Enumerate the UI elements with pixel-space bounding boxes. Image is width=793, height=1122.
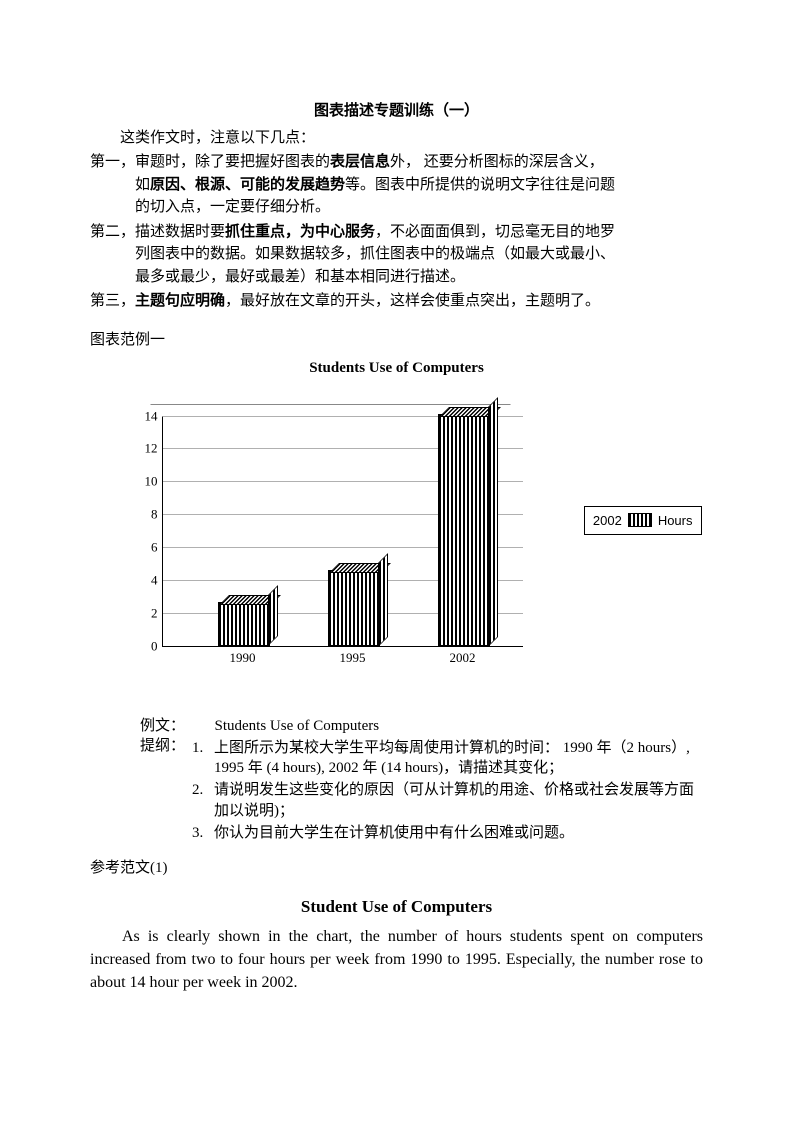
y-tick-label: 6 — [132, 537, 158, 557]
point-2-text-d: 最多或最少，最好或最差）和基本相同进行描述。 — [135, 266, 703, 289]
outline-item: 1.上图所示为某校大学生平均每周使用计算机的时间： 1990 年（2 hours… — [192, 738, 703, 779]
point-1-bold-1: 表层信息 — [330, 154, 390, 170]
point-1-bold-2: 原因、根源、可能的发展趋势 — [150, 177, 345, 193]
x-tick-label: 2002 — [433, 648, 493, 668]
point-2-bold-1: 抓住重点，为中心服务 — [225, 224, 375, 240]
y-tick-label: 10 — [132, 471, 158, 491]
bar-side-face — [268, 585, 278, 646]
y-tick-label: 14 — [132, 406, 158, 426]
chart-legend: 2002 Hours — [584, 506, 702, 536]
x-tick-label: 1990 — [213, 648, 273, 668]
outline-item: 3.你认为目前大学生在计算机使用中有什么困难或问题。 — [192, 823, 703, 843]
bar-side-face — [378, 553, 388, 647]
point-2-text-c: 列图表中的数据。如果数据较多，抓住图表中的极端点（如最大或最小、 — [135, 243, 703, 266]
y-tick-label: 4 — [132, 570, 158, 590]
bar-1995 — [328, 570, 380, 646]
point-1-head: 第一， — [90, 154, 135, 170]
point-1-text-b: 外， 还要分析图标的深层含义， — [390, 154, 604, 170]
outline-item-text: 上图所示为某校大学生平均每周使用计算机的时间： 1990 年（2 hours）,… — [214, 738, 703, 779]
point-1-text-e: 的切入点，一定要仔细分析。 — [135, 196, 703, 219]
point-2-text-b: ，不必面面俱到，切忌毫无目的地罗 — [375, 224, 615, 240]
outline-block: 例文： Students Use of Computers 提纲： 1.上图所示… — [140, 716, 703, 844]
legend-label: Hours — [658, 511, 693, 531]
x-tick-label: 1995 — [323, 648, 383, 668]
example-label: 图表范例一 — [90, 329, 703, 352]
point-1-text-d: 等。图表中所提供的说明文字往往是问题 — [345, 177, 615, 193]
sample-title: Students Use of Computers — [192, 716, 703, 736]
page-title: 图表描述专题训练（一） — [90, 100, 703, 123]
point-2: 第二，描述数据时要抓住重点，为中心服务，不必面面俱到，切忌毫无目的地罗 列图表中… — [90, 221, 703, 289]
outline-item-number: 1. — [192, 738, 214, 779]
chart-plot-area: 199019952002 — [162, 416, 523, 647]
point-1-text-c: 如 — [135, 177, 150, 193]
point-3-bold-1: 主题句应明确 — [135, 293, 225, 309]
y-tick-label: 0 — [132, 636, 158, 656]
intro-text: 这类作文时，注意以下几点： — [90, 127, 703, 150]
point-1: 第一，审题时，除了要把握好图表的表层信息外， 还要分析图标的深层含义， 如原因、… — [90, 151, 703, 219]
outline-item-number: 3. — [192, 823, 214, 843]
outline-label: 提纲： — [140, 736, 192, 843]
essay-paragraph-1: As is clearly shown in the chart, the nu… — [90, 925, 703, 995]
sample-label: 例文： — [140, 716, 192, 736]
point-3-head: 第三， — [90, 293, 135, 309]
essay-title: Student Use of Computers — [90, 894, 703, 920]
document-page: 图表描述专题训练（一） 这类作文时，注意以下几点： 第一，审题时，除了要把握好图… — [0, 0, 793, 1055]
outline-item-text: 你认为目前大学生在计算机使用中有什么困难或问题。 — [214, 823, 703, 843]
point-3: 第三，主题句应明确，最好放在文章的开头，这样会使重点突出，主题明了。 — [90, 290, 703, 313]
point-1-text-a: 审题时，除了要把握好图表的 — [135, 154, 330, 170]
y-tick-label: 8 — [132, 504, 158, 524]
chart-title: Students Use of Computers — [90, 357, 703, 380]
bar-chart: 02468101214 199019952002 2002 Hours — [92, 416, 702, 696]
outline-item-text: 请说明发生这些变化的原因（可从计算机的用途、价格或社会发展等方面加以说明)； — [214, 780, 703, 821]
point-2-text-a: 描述数据时要 — [135, 224, 225, 240]
point-3-text-b: ，最好放在文章的开头，这样会使重点突出，主题明了。 — [225, 293, 600, 309]
outline-item: 2.请说明发生这些变化的原因（可从计算机的用途、价格或社会发展等方面加以说明)； — [192, 780, 703, 821]
bar-side-face — [488, 397, 498, 647]
y-tick-label: 2 — [132, 603, 158, 623]
bar-2002 — [438, 414, 490, 646]
bar-1990 — [218, 602, 270, 645]
outline-item-number: 2. — [192, 780, 214, 821]
legend-year: 2002 — [593, 511, 622, 531]
point-2-head: 第二， — [90, 224, 135, 240]
reference-label: 参考范文(1) — [90, 857, 703, 880]
legend-swatch-icon — [628, 513, 652, 527]
y-tick-label: 12 — [132, 439, 158, 459]
